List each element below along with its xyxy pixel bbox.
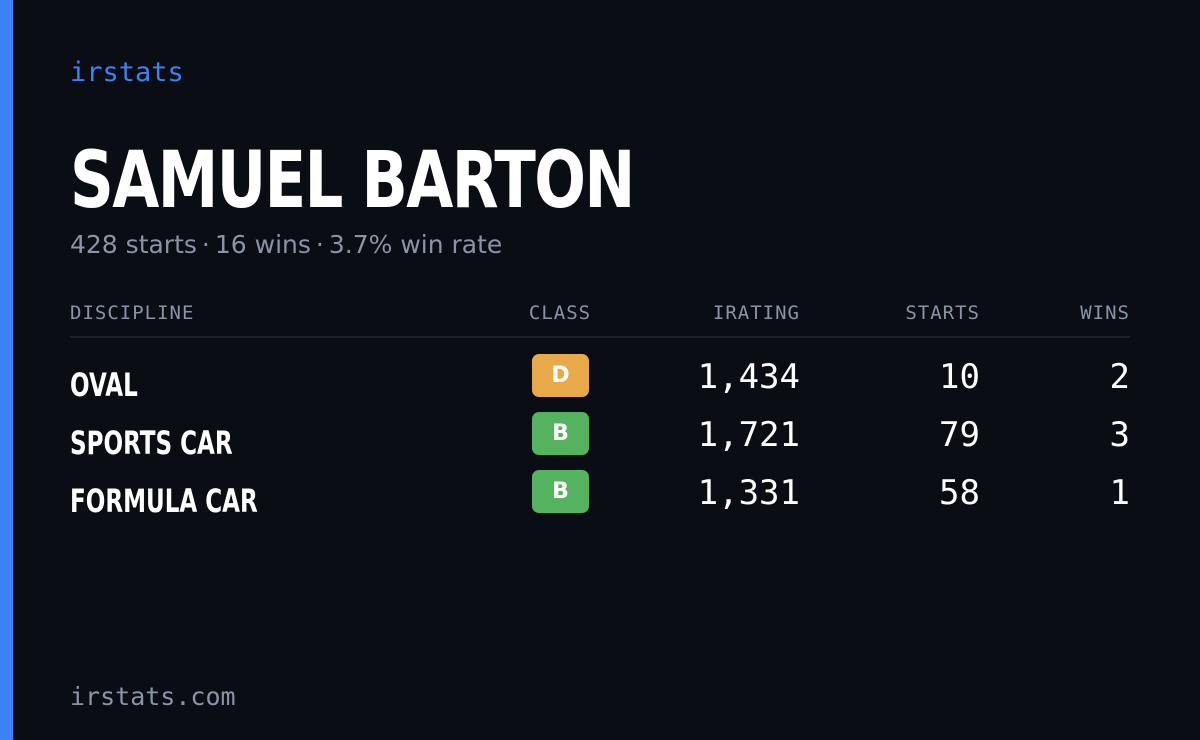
summary-separator: · — [201, 230, 210, 259]
table-header: DISCIPLINE CLASS IRATING STARTS WINS — [70, 298, 1130, 328]
brand-logo-text: irstats — [70, 57, 184, 88]
footer-url: irstats.com — [70, 682, 236, 711]
win-rate-summary: 3.7% win rate — [328, 230, 503, 259]
table-row: OVAL D 1,434 10 2 — [70, 354, 1130, 412]
irating-value: 1,331 — [697, 473, 800, 513]
discipline-table: OVAL D 1,434 10 2 SPORTS CAR B 1,721 79 … — [70, 354, 1130, 528]
starts-value: 58 — [939, 473, 980, 513]
irating-value: 1,434 — [697, 357, 800, 397]
wins-value: 3 — [1109, 415, 1130, 455]
wins-summary: 16 wins — [214, 230, 311, 259]
starts-value: 79 — [939, 415, 980, 455]
driver-summary: 428 starts · 16 wins · 3.7% win rate — [70, 228, 502, 262]
discipline-name: SPORTS CAR — [70, 424, 233, 462]
table-row: FORMULA CAR B 1,331 58 1 — [70, 470, 1130, 528]
discipline-name: FORMULA CAR — [70, 482, 258, 520]
header-discipline: DISCIPLINE — [70, 302, 195, 324]
starts-summary: 428 starts — [70, 230, 197, 259]
class-badge: B — [532, 470, 589, 513]
discipline-name: OVAL — [70, 366, 138, 404]
wins-value: 1 — [1109, 473, 1130, 513]
header-class: CLASS — [528, 302, 592, 324]
accent-bar — [0, 0, 13, 740]
wins-value: 2 — [1109, 357, 1130, 397]
irating-value: 1,721 — [697, 415, 800, 455]
header-starts: STARTS — [905, 302, 980, 324]
class-badge: D — [532, 354, 589, 397]
class-badge: B — [532, 412, 589, 455]
table-row: SPORTS CAR B 1,721 79 3 — [70, 412, 1130, 470]
header-wins: WINS — [1080, 302, 1130, 324]
driver-name: SAMUEL BARTON — [70, 136, 635, 226]
summary-separator: · — [315, 230, 324, 259]
header-irating: IRATING — [712, 302, 800, 324]
header-divider — [70, 336, 1130, 338]
starts-value: 10 — [939, 357, 980, 397]
